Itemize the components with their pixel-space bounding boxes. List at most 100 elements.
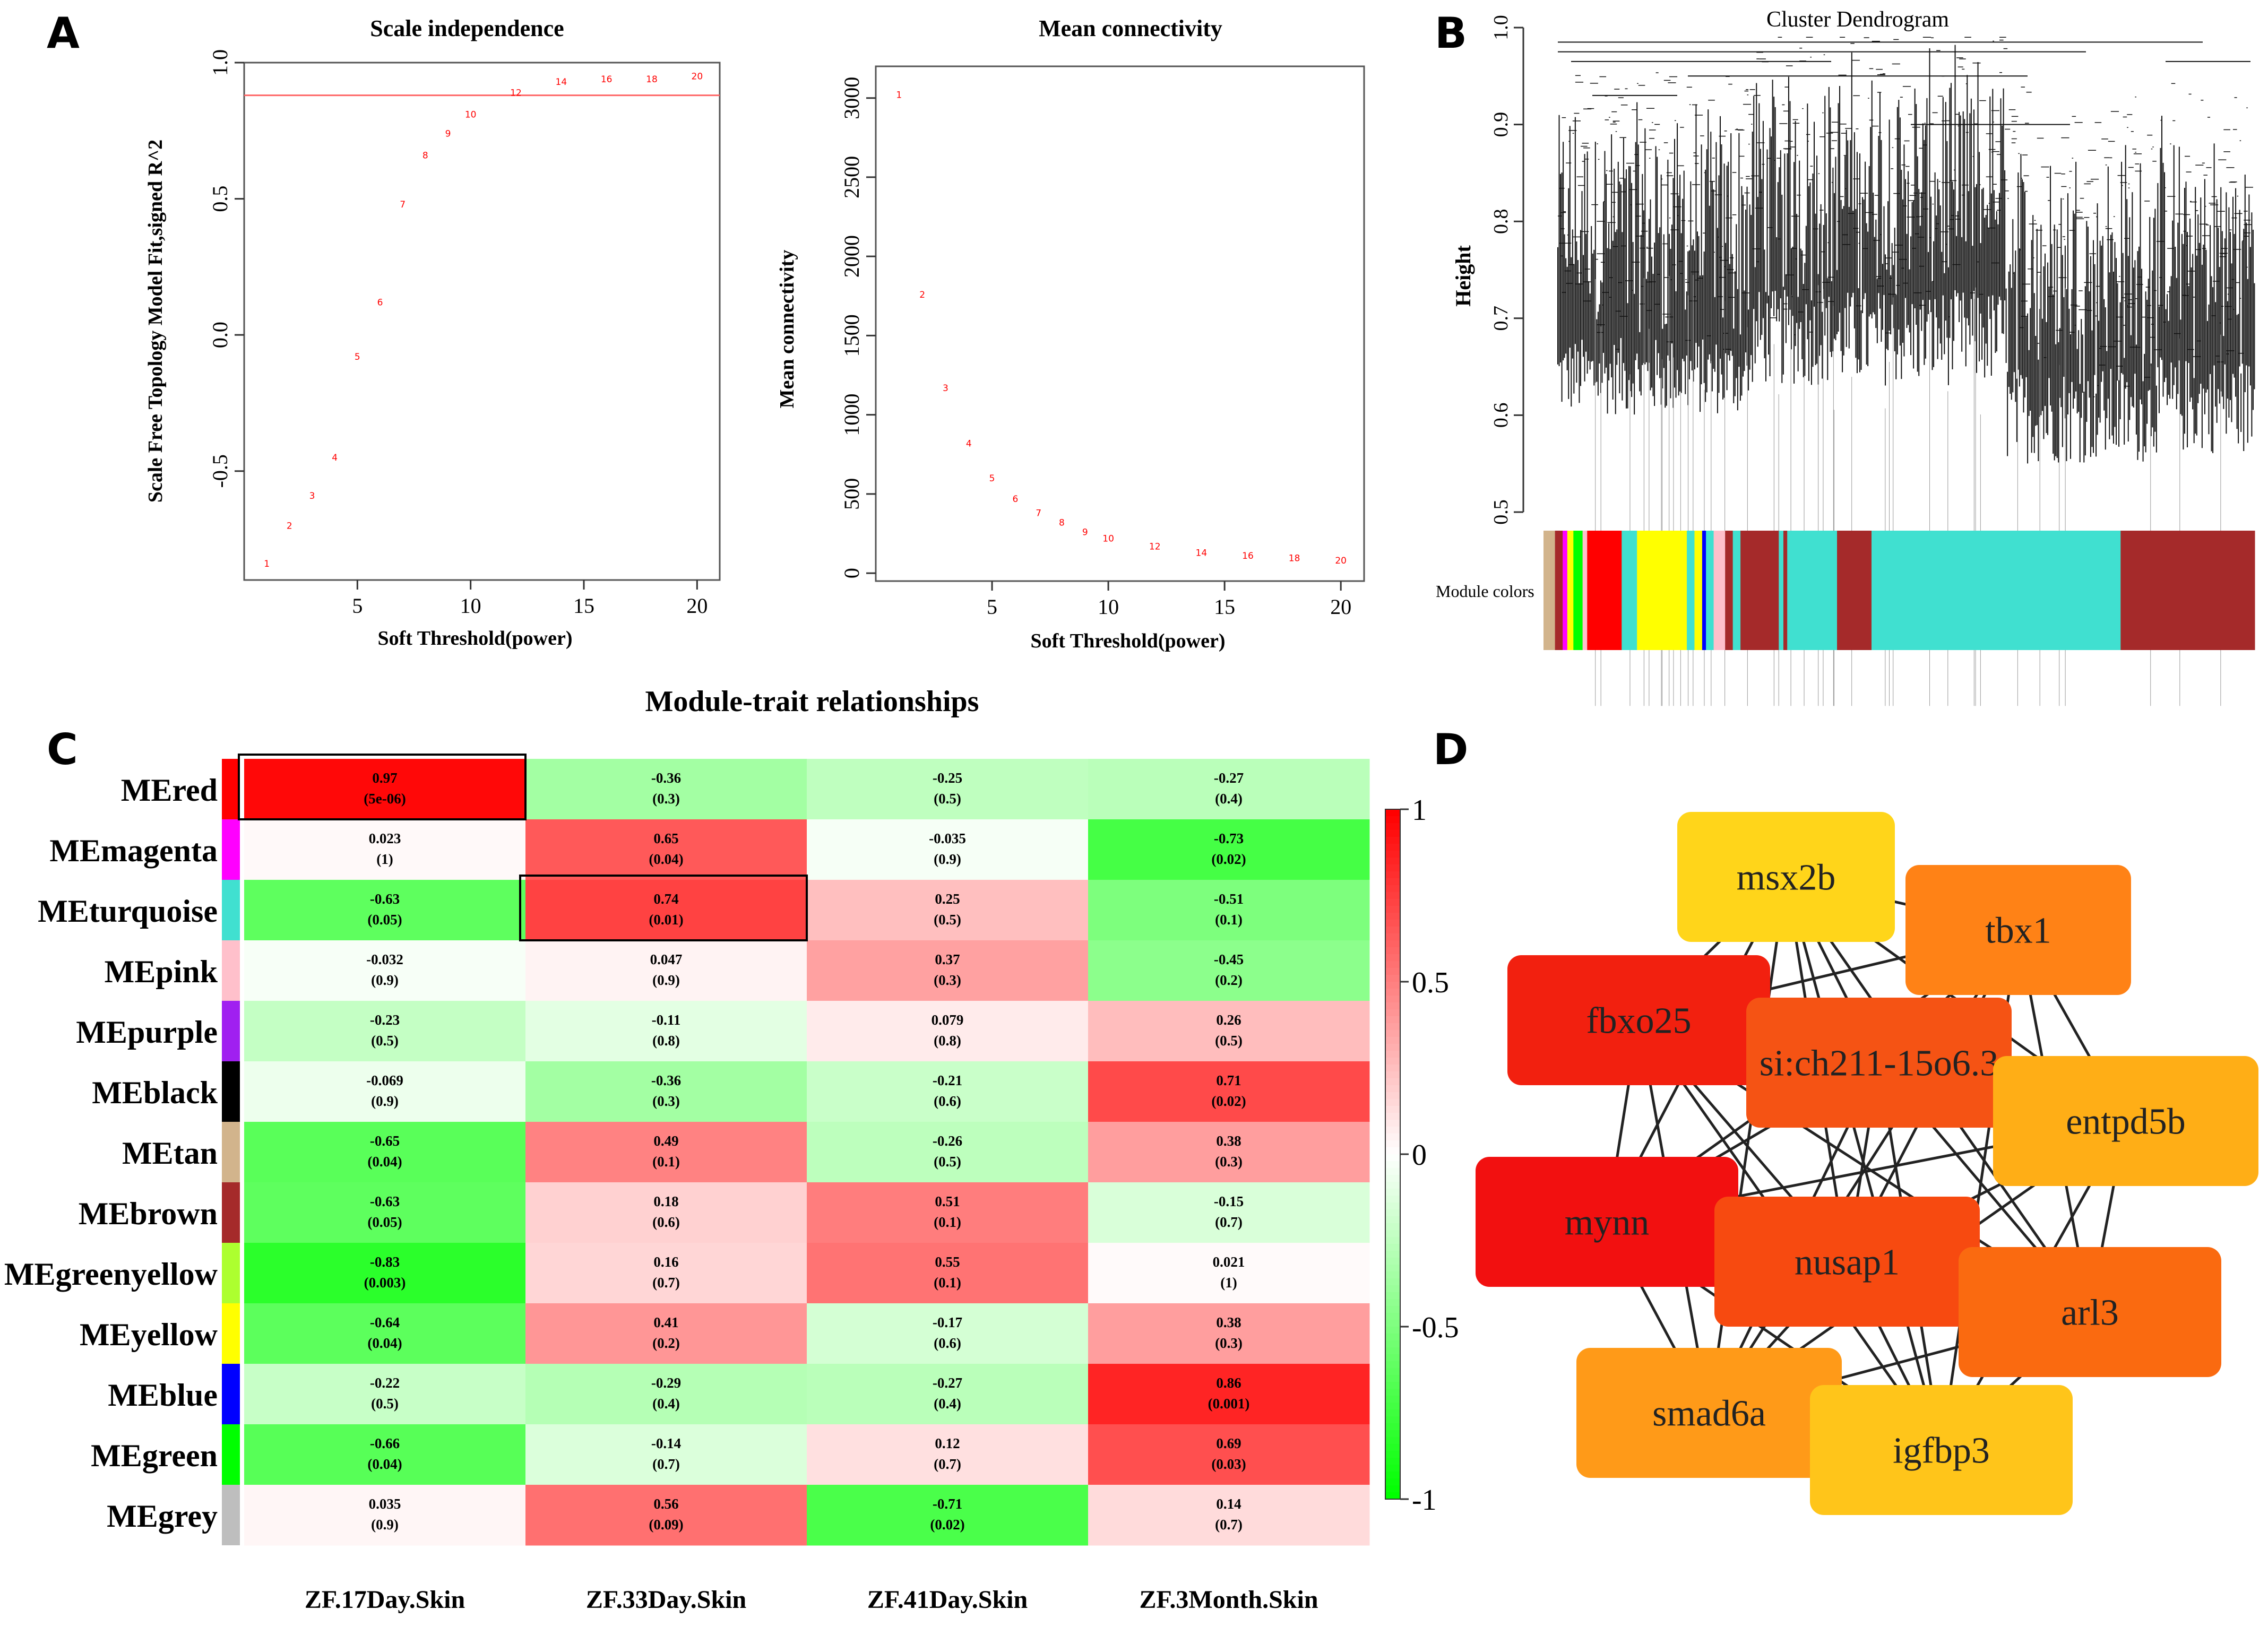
colorbar-step (1385, 1278, 1400, 1286)
cell-pvalue: (0.4) (1215, 791, 1243, 807)
colorbar-step (1385, 809, 1400, 817)
heatmap-cell (1088, 1061, 1370, 1122)
cell-pvalue: (0.2) (652, 1335, 680, 1351)
colorbar-step (1385, 1120, 1400, 1127)
data-point-label: 10 (1102, 533, 1114, 544)
module-color-segment (1837, 531, 1872, 650)
heatmap-cell (807, 1243, 1089, 1304)
colorbar-step (1385, 1030, 1400, 1037)
y-tick-label: 0.9 (1490, 112, 1512, 137)
cell-value: -0.64 (370, 1314, 400, 1330)
heatmap-cell (1088, 759, 1370, 820)
module-color-segment (1543, 531, 1556, 650)
column-label: ZF.33Day.Skin (586, 1586, 746, 1614)
cell-pvalue: (0.7) (1215, 1214, 1243, 1230)
cell-pvalue: (0.001) (1208, 1396, 1250, 1412)
module-color-segment (1779, 531, 1784, 650)
plot-frame (243, 62, 721, 581)
y-tick-label: 1.0 (1490, 15, 1512, 40)
heatmap-cell (807, 1364, 1089, 1425)
cell-pvalue: (0.1) (934, 1275, 961, 1291)
colorbar-step (1385, 1361, 1400, 1369)
data-point-label: 18 (646, 74, 658, 85)
data-point-label: 2 (919, 290, 925, 300)
cell-value: -0.51 (1214, 891, 1244, 907)
cell-pvalue: (0.04) (649, 851, 683, 867)
module-color-segment (1872, 531, 2121, 650)
heatmap-cell (1088, 1243, 1370, 1304)
chart-title: Module-trait relationships (645, 685, 979, 718)
cell-pvalue: (0.7) (652, 1275, 680, 1291)
cell-pvalue: (0.01) (649, 912, 683, 928)
module-color-segment (1713, 531, 1726, 650)
y-tick-label: 0.7 (1490, 306, 1512, 331)
colorbar-step (1385, 1175, 1400, 1182)
colorbar-step (1385, 1051, 1400, 1058)
column-label: ZF.41Day.Skin (867, 1586, 1028, 1614)
colorbar-step (1385, 1009, 1400, 1017)
node-igfbp3 (1810, 1385, 2073, 1515)
colorbar-step (1385, 1271, 1400, 1279)
cell-value: -0.27 (1214, 770, 1244, 786)
module-color-segment (1702, 531, 1706, 650)
colorbar-step (1385, 885, 1400, 893)
cell-value: 0.047 (650, 951, 683, 967)
module-swatch-MEpink (222, 940, 240, 1001)
heatmap-cell (1088, 1303, 1370, 1364)
cell-pvalue: (1) (376, 851, 393, 867)
colorbar-tick-label: 0 (1412, 1139, 1427, 1172)
data-point-label: 12 (510, 88, 522, 98)
colorbar-step (1385, 1244, 1400, 1251)
highlight-box (238, 754, 527, 820)
heatmap-cell (244, 1001, 526, 1062)
cell-pvalue: (0.02) (930, 1517, 964, 1533)
y-tick-label: 3000 (840, 77, 864, 119)
panel-letter-b: B (1435, 8, 1467, 58)
data-point-label: 20 (1335, 556, 1347, 566)
column-label: ZF.17Day.Skin (305, 1586, 465, 1614)
row-label: MEtan (122, 1136, 218, 1171)
cell-value: -0.73 (1214, 830, 1244, 846)
cell-value: -0.14 (651, 1435, 681, 1451)
module-swatch-MEbrown (222, 1182, 240, 1243)
cell-value: 0.71 (1216, 1072, 1241, 1088)
data-point-label: 7 (1036, 508, 1041, 519)
cell-pvalue: (0.05) (367, 912, 402, 928)
y-tick-label: 1500 (840, 314, 864, 357)
cell-value: 0.97 (372, 770, 397, 786)
colorbar-tick-label: -0.5 (1412, 1311, 1459, 1344)
colorbar-step (1385, 1023, 1400, 1031)
colorbar-step (1385, 989, 1400, 996)
colorbar-step (1385, 1099, 1400, 1106)
heatmap-cell (244, 1061, 526, 1122)
module-swatch-MEred (222, 759, 240, 819)
heatmap-cell (807, 940, 1089, 1001)
colorbar-step (1385, 1127, 1400, 1134)
row-label: MEpink (105, 954, 218, 989)
colorbar-step (1385, 1133, 1400, 1141)
panel-letter-c: C (47, 725, 78, 774)
heatmap-cell (525, 1182, 807, 1243)
colorbar-step (1385, 982, 1400, 989)
x-tick-label: 10 (460, 594, 481, 618)
module-swatch-MEgrey (222, 1485, 240, 1545)
marks: MEred 0.97 (5e-06) -0.36 (0.3) -0.25 (0.5) -0.2… (4, 754, 1459, 1614)
cell-pvalue: (0.9) (934, 851, 961, 867)
data-point-label: 8 (422, 150, 428, 161)
heatmap-cell (807, 1424, 1089, 1485)
colorbar-tick-label: 1 (1412, 794, 1427, 827)
cell-value: 0.035 (369, 1496, 401, 1512)
colorbar-step (1385, 1189, 1400, 1196)
cell-value: 0.69 (1216, 1435, 1241, 1451)
dendrogram-tree (1557, 37, 2255, 706)
y-tick-label: 1000 (840, 394, 864, 436)
heatmap-cell (1088, 1485, 1370, 1546)
data-point-label: 8 (1059, 518, 1065, 529)
module-color-segment (1573, 531, 1583, 650)
cell-value: -0.26 (933, 1133, 962, 1149)
cell-value: -0.25 (933, 770, 962, 786)
module-swatch-MEgreen (222, 1424, 240, 1485)
cell-value: 0.41 (653, 1314, 678, 1330)
